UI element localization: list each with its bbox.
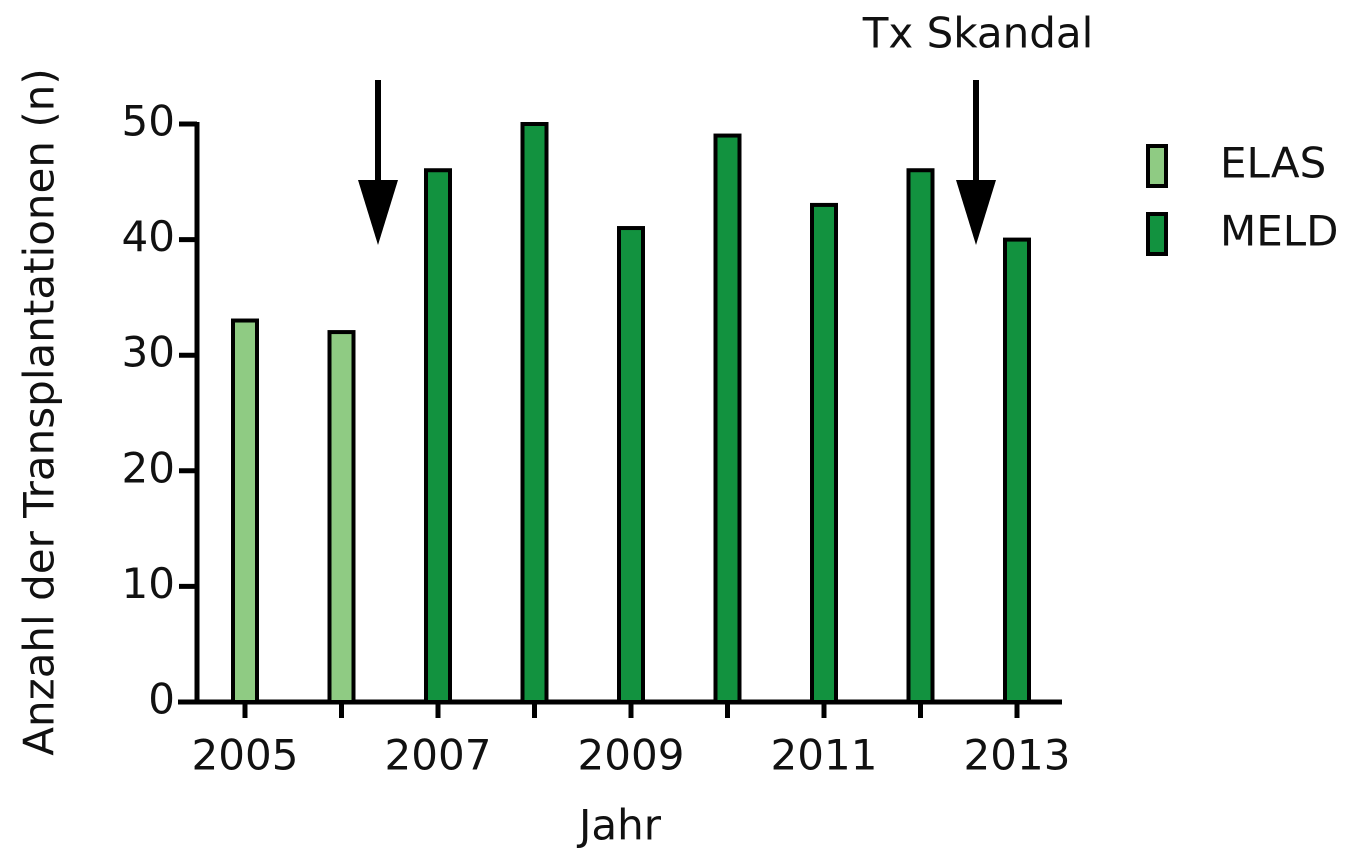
bar: [713, 133, 742, 704]
arrow: [956, 80, 996, 245]
legend-swatch: [1146, 212, 1168, 256]
annotation: Tx Skandal: [862, 9, 1094, 58]
x-tick-label: 2009: [578, 731, 685, 780]
x-axis-label: Jahr: [576, 801, 662, 848]
y-tick-label: 0: [148, 675, 175, 724]
bar: [906, 168, 935, 705]
bar: [810, 202, 838, 704]
y-tick-label: 40: [122, 212, 175, 261]
legend-swatch: [1146, 144, 1168, 188]
y-tick-label: 20: [122, 443, 175, 492]
x-tick-label: 2005: [192, 731, 299, 780]
x-tick-label: 2007: [385, 731, 492, 780]
bar: [1003, 237, 1031, 704]
y-tick-label: 10: [122, 559, 175, 608]
y-axis-label: Anzahl der Transplantationen (n): [15, 68, 64, 755]
x-tick-label: 2011: [771, 731, 878, 780]
bar: [231, 318, 259, 704]
bar: [327, 330, 356, 704]
bar: [520, 122, 549, 704]
bar: [617, 226, 645, 704]
bar: [424, 168, 452, 705]
legend-label: ELAS: [1220, 139, 1326, 188]
legend-label: MELD: [1220, 207, 1339, 256]
y-tick-label: 30: [122, 328, 175, 377]
y-tick-label: 50: [122, 97, 175, 146]
x-tick-label: 2013: [964, 731, 1071, 780]
arrow: [358, 80, 398, 245]
